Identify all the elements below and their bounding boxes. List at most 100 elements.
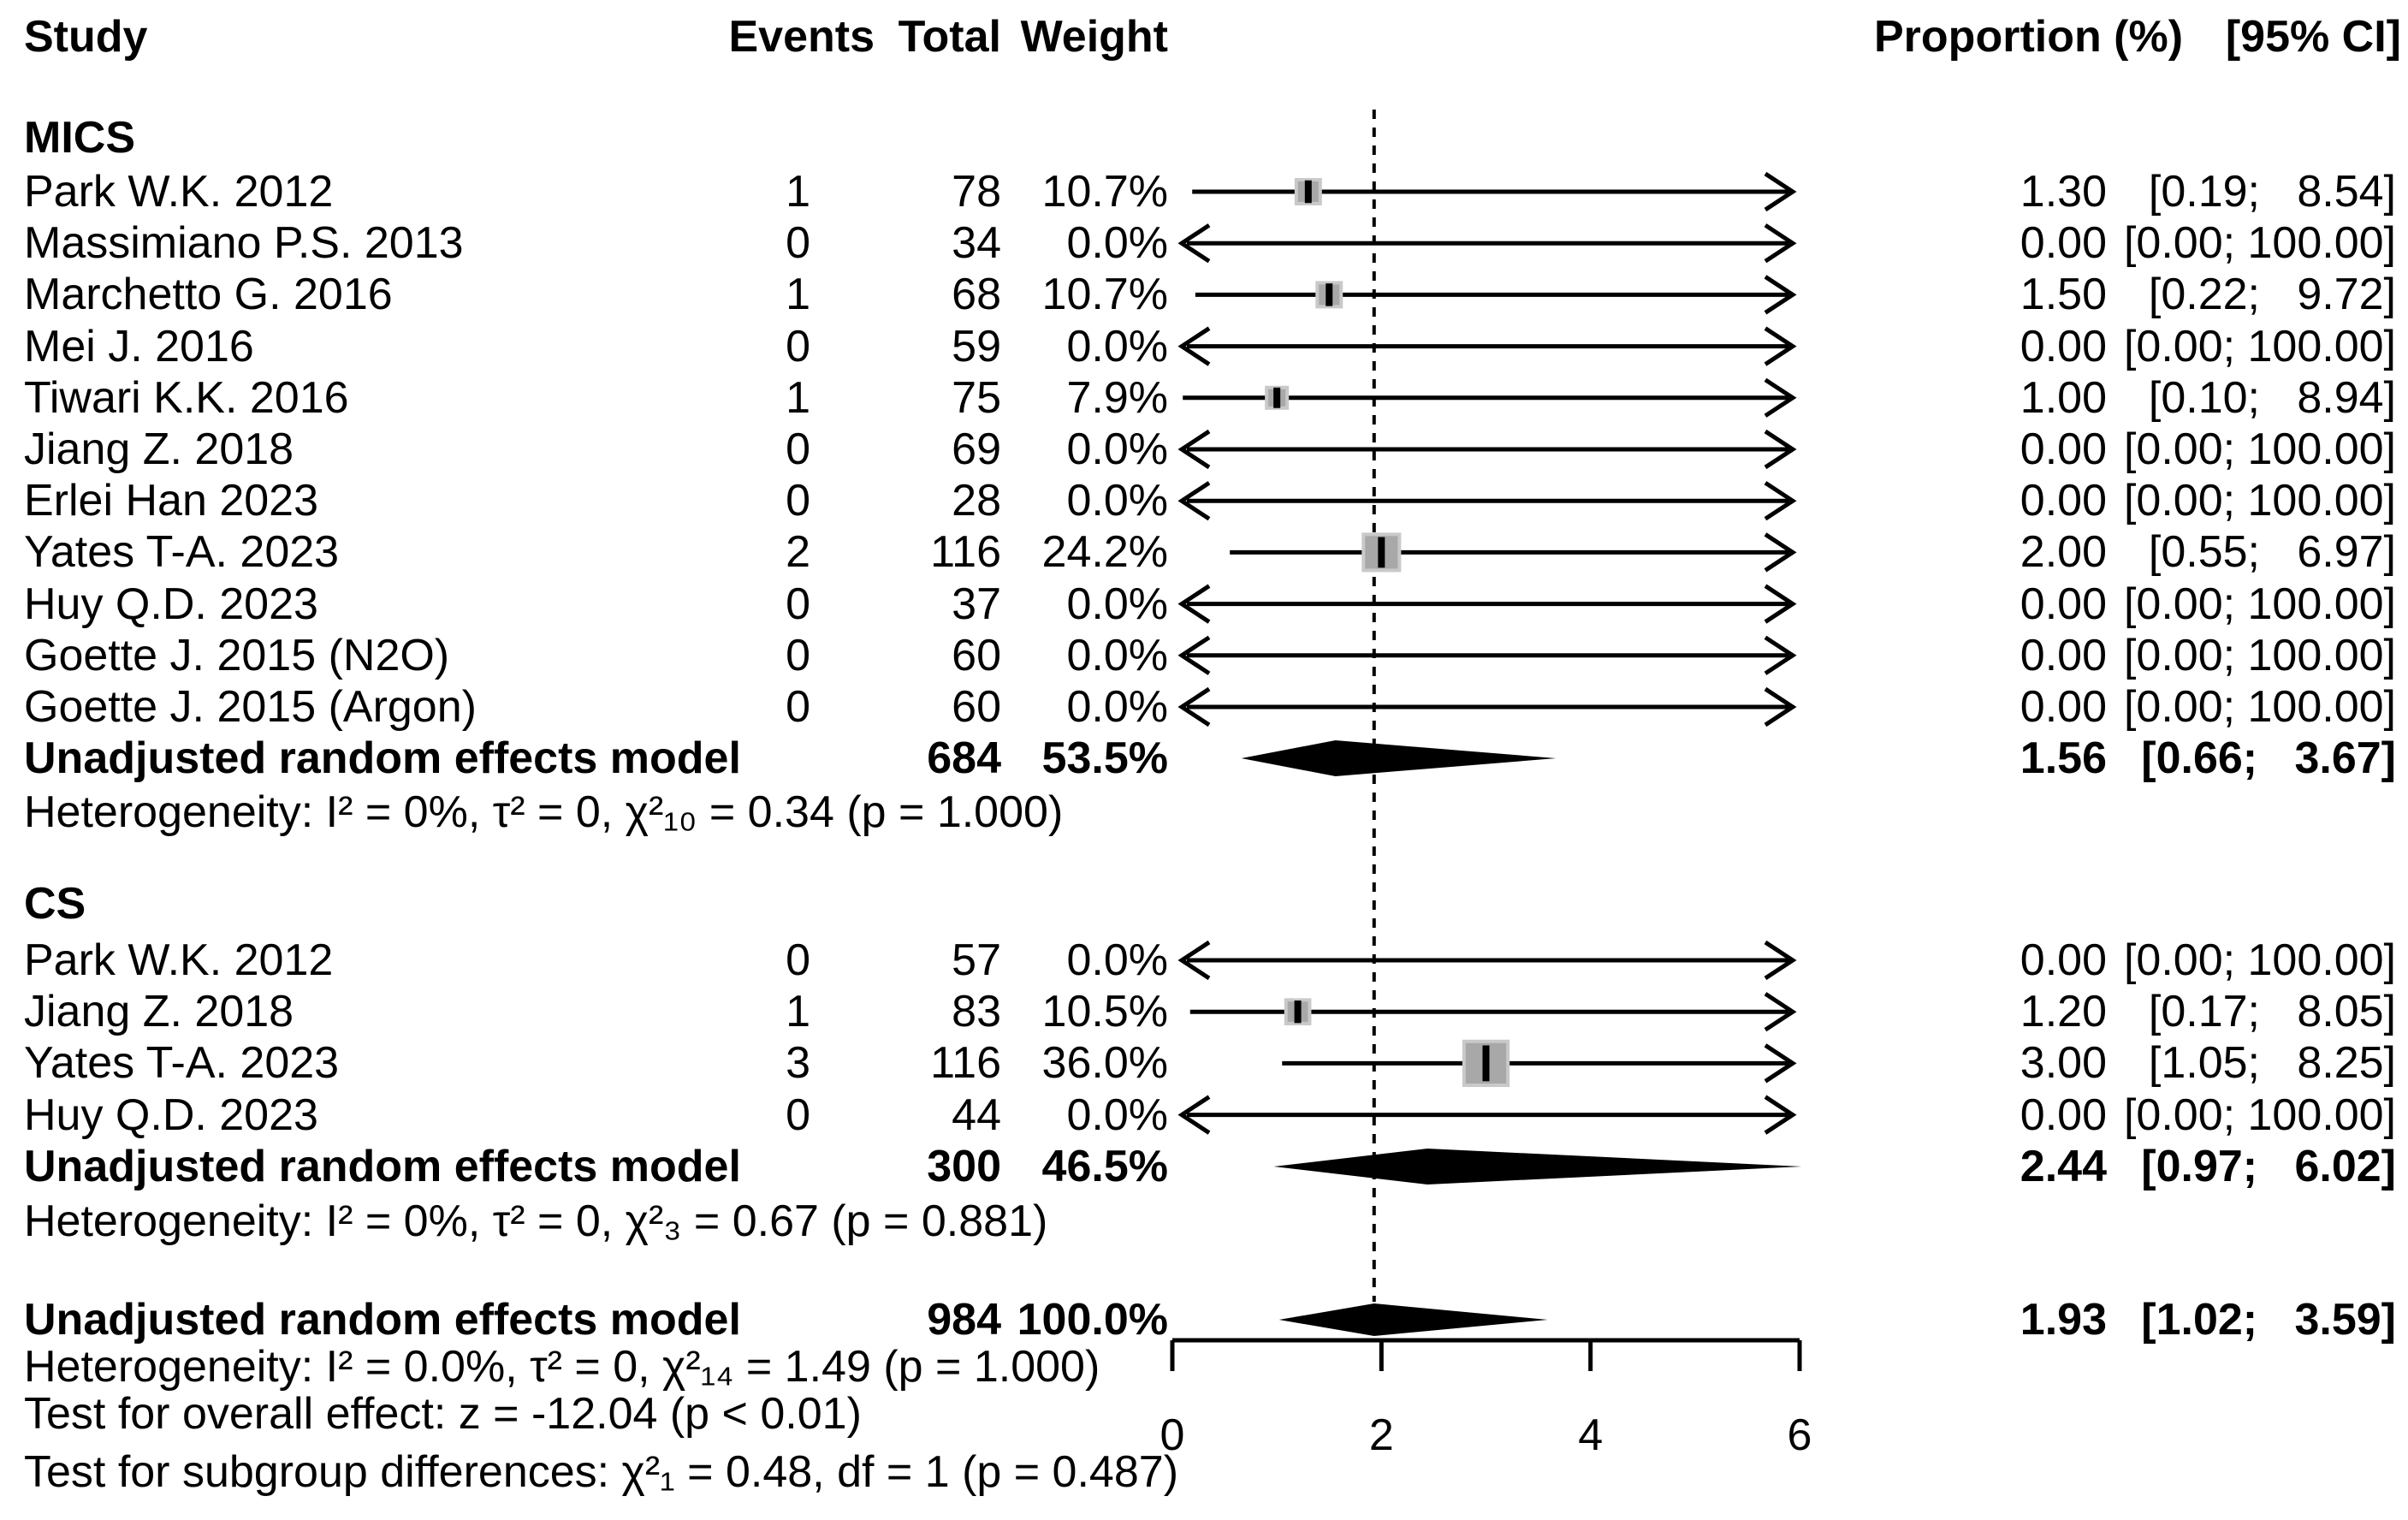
study-name: Goette J. 2015 (N2O) bbox=[24, 630, 450, 680]
study-row: Mei J. 2016 0 59 0.0% 0.00 [0.00; 100.00… bbox=[0, 321, 2408, 372]
point-estimate-tick bbox=[1482, 1045, 1490, 1082]
ci-value: [0.19; 8.54] bbox=[2148, 167, 2396, 217]
arrow-right-icon bbox=[1764, 686, 1797, 727]
arrow-right-icon bbox=[1764, 1095, 1797, 1135]
weight-value: 36.0% bbox=[1041, 1038, 1168, 1089]
events-value: 0 bbox=[786, 425, 810, 474]
weight-value: 0.0% bbox=[1066, 1090, 1168, 1140]
arrow-right-icon bbox=[1764, 171, 1797, 212]
study-name: Tiwari K.K. 2016 bbox=[24, 372, 349, 423]
axis-tick-label: 4 bbox=[1578, 1410, 1603, 1460]
study-row: Marchetto G. 2016 1 68 10.7% 1.50 [0.22;… bbox=[0, 269, 2408, 320]
pooled-weight: 53.5% bbox=[1041, 733, 1168, 783]
total-value: 68 bbox=[952, 270, 1001, 320]
arrow-left-icon bbox=[1177, 635, 1211, 675]
overall-pooled-proportion: 1.93 bbox=[2020, 1295, 2107, 1345]
subgroup-label: MICS bbox=[24, 113, 135, 163]
table-header: Study Events Total Weight Proportion (%)… bbox=[0, 11, 2408, 62]
ci-value: [0.00; 100.00] bbox=[2123, 321, 2396, 371]
pooled-proportion: 2.44 bbox=[2020, 1142, 2107, 1191]
proportion-value: 0.00 bbox=[2020, 579, 2107, 629]
ci-value: [0.00; 100.00] bbox=[2123, 935, 2396, 985]
events-value: 0 bbox=[786, 1090, 810, 1140]
study-name: Goette J. 2015 (Argon) bbox=[24, 682, 477, 732]
pooled-label: Unadjusted random effects model bbox=[24, 733, 741, 783]
total-value: 69 bbox=[952, 425, 1001, 474]
total-value: 37 bbox=[952, 579, 1001, 629]
total-value: 116 bbox=[930, 527, 1001, 578]
header-ci: [95% CI] bbox=[2225, 12, 2401, 62]
pooled-total: 300 bbox=[927, 1142, 1001, 1191]
arrow-left-icon bbox=[1177, 326, 1211, 366]
point-estimate-tick bbox=[1294, 1000, 1302, 1024]
study-row: Jiang Z. 2018 1 83 10.5% 1.20 [0.17; 8.0… bbox=[0, 986, 2408, 1037]
overall-pooled-total: 984 bbox=[927, 1295, 1001, 1345]
ci-value: [0.22; 9.72] bbox=[2148, 270, 2396, 320]
arrow-left-icon bbox=[1177, 481, 1211, 521]
study-name: Mei J. 2016 bbox=[24, 321, 254, 371]
study-row: Tiwari K.K. 2016 1 75 7.9% 1.00 [0.10; 8… bbox=[0, 372, 2408, 424]
proportion-value: 2.00 bbox=[2020, 527, 2107, 578]
ci-value: [0.00; 100.00] bbox=[2123, 218, 2396, 269]
arrow-right-icon bbox=[1764, 481, 1797, 521]
study-name: Huy Q.D. 2023 bbox=[24, 579, 318, 629]
arrow-right-icon bbox=[1764, 429, 1797, 470]
total-value: 116 bbox=[930, 1038, 1001, 1089]
arrow-right-icon bbox=[1764, 532, 1797, 573]
proportion-value: 0.00 bbox=[2020, 935, 2107, 985]
arrow-right-icon bbox=[1764, 635, 1797, 675]
proportion-value: 1.00 bbox=[2020, 372, 2107, 423]
ci-value: [0.00; 100.00] bbox=[2123, 476, 2396, 526]
total-value: 34 bbox=[952, 218, 1001, 269]
events-value: 2 bbox=[786, 527, 810, 578]
proportion-value: 0.00 bbox=[2020, 1090, 2107, 1140]
events-value: 0 bbox=[786, 476, 810, 526]
point-estimate-tick bbox=[1273, 387, 1281, 408]
weight-value: 0.0% bbox=[1066, 425, 1168, 474]
ci-value: [0.00; 100.00] bbox=[2123, 579, 2396, 629]
weight-value: 10.7% bbox=[1041, 270, 1168, 320]
subgroup-label-row: MICS bbox=[0, 112, 2408, 163]
proportion-value: 0.00 bbox=[2020, 476, 2107, 526]
events-value: 0 bbox=[786, 218, 810, 269]
point-estimate-tick bbox=[1378, 537, 1385, 568]
proportion-value: 0.00 bbox=[2020, 630, 2107, 680]
arrow-left-icon bbox=[1177, 223, 1211, 264]
weight-value: 7.9% bbox=[1066, 372, 1168, 423]
study-name: Park W.K. 2012 bbox=[24, 167, 334, 217]
weight-value: 10.7% bbox=[1041, 167, 1168, 217]
weight-value: 10.5% bbox=[1041, 987, 1168, 1037]
arrow-right-icon bbox=[1764, 1043, 1797, 1084]
heterogeneity-note: Heterogeneity: I² = 0%, τ² = 0, χ²₁₀ = 0… bbox=[24, 787, 1064, 837]
point-estimate-tick bbox=[1326, 283, 1333, 306]
arrow-left-icon bbox=[1177, 1095, 1211, 1135]
ci-value: [0.17; 8.05] bbox=[2148, 987, 2396, 1037]
study-row: Massimiano P.S. 2013 0 34 0.0% 0.00 [0.0… bbox=[0, 217, 2408, 269]
total-value: 60 bbox=[952, 630, 1001, 680]
weight-value: 0.0% bbox=[1066, 218, 1168, 269]
overall-pooled-weight: 100.0% bbox=[1017, 1295, 1168, 1345]
proportion-value: 1.20 bbox=[2020, 987, 2107, 1037]
events-value: 1 bbox=[786, 987, 810, 1037]
arrow-right-icon bbox=[1764, 223, 1797, 264]
arrow-right-icon bbox=[1764, 940, 1797, 981]
proportion-value: 1.50 bbox=[2020, 270, 2107, 320]
test-subgroup-row: Test for subgroup differences: χ²₁ = 0.4… bbox=[0, 1446, 2408, 1498]
events-value: 0 bbox=[786, 579, 810, 629]
events-value: 0 bbox=[786, 935, 810, 985]
header-weight: Weight bbox=[1020, 12, 1168, 62]
test-subgroup-note: Test for subgroup differences: χ²₁ = 0.4… bbox=[24, 1447, 1179, 1497]
overall-pooled-ci: [1.02; 3.59] bbox=[2141, 1295, 2396, 1345]
heterogeneity-row: Heterogeneity: I² = 0%, τ² = 0, χ²₁₀ = 0… bbox=[0, 787, 2408, 838]
heterogeneity-row: Heterogeneity: I² = 0%, τ² = 0, χ²₃ = 0.… bbox=[0, 1196, 2408, 1247]
weight-value: 24.2% bbox=[1041, 527, 1168, 578]
pooled-proportion: 1.56 bbox=[2020, 733, 2107, 783]
ci-value: [0.00; 100.00] bbox=[2123, 682, 2396, 732]
proportion-value: 0.00 bbox=[2020, 682, 2107, 732]
weight-value: 0.0% bbox=[1066, 321, 1168, 371]
study-name: Massimiano P.S. 2013 bbox=[24, 218, 464, 269]
overall-heterogeneity-row: Heterogeneity: I² = 0.0%, τ² = 0, χ²₁₄ =… bbox=[0, 1341, 2408, 1392]
proportion-value: 0.00 bbox=[2020, 321, 2107, 371]
axis-tick-label: 6 bbox=[1788, 1410, 1812, 1460]
overall-pooled-label: Unadjusted random effects model bbox=[24, 1295, 741, 1345]
